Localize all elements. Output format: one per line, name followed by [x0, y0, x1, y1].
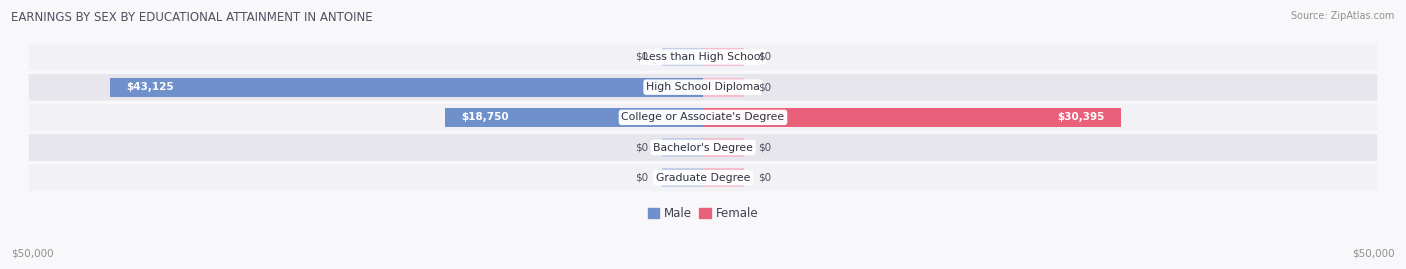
Bar	[703, 138, 744, 157]
Text: $0: $0	[758, 82, 770, 92]
Text: College or Associate's Degree: College or Associate's Degree	[621, 112, 785, 122]
Bar	[662, 138, 703, 157]
Text: $30,395: $30,395	[1057, 112, 1105, 122]
Text: $0: $0	[758, 143, 770, 153]
Bar	[703, 78, 744, 97]
Text: $0: $0	[758, 173, 770, 183]
Text: $0: $0	[636, 52, 648, 62]
Bar	[703, 108, 1121, 127]
Text: High School Diploma: High School Diploma	[647, 82, 759, 92]
Text: $0: $0	[636, 173, 648, 183]
Bar	[662, 168, 703, 187]
Text: $18,750: $18,750	[461, 112, 509, 122]
FancyBboxPatch shape	[28, 44, 1378, 70]
Bar	[703, 48, 744, 66]
Text: $50,000: $50,000	[11, 248, 53, 258]
Bar	[662, 48, 703, 66]
Text: $43,125: $43,125	[127, 82, 174, 92]
Text: EARNINGS BY SEX BY EDUCATIONAL ATTAINMENT IN ANTOINE: EARNINGS BY SEX BY EDUCATIONAL ATTAINMEN…	[11, 11, 373, 24]
Bar	[703, 168, 744, 187]
Text: $0: $0	[636, 143, 648, 153]
Bar	[446, 108, 703, 127]
Text: $0: $0	[758, 52, 770, 62]
Text: $50,000: $50,000	[1353, 248, 1395, 258]
Text: Less than High School: Less than High School	[643, 52, 763, 62]
FancyBboxPatch shape	[28, 74, 1378, 100]
FancyBboxPatch shape	[28, 134, 1378, 161]
FancyBboxPatch shape	[28, 104, 1378, 131]
Text: Bachelor's Degree: Bachelor's Degree	[652, 143, 754, 153]
Legend: Male, Female: Male, Female	[648, 207, 758, 220]
Text: Source: ZipAtlas.com: Source: ZipAtlas.com	[1291, 11, 1395, 21]
FancyBboxPatch shape	[28, 164, 1378, 191]
Bar	[110, 78, 703, 97]
Text: Graduate Degree: Graduate Degree	[655, 173, 751, 183]
